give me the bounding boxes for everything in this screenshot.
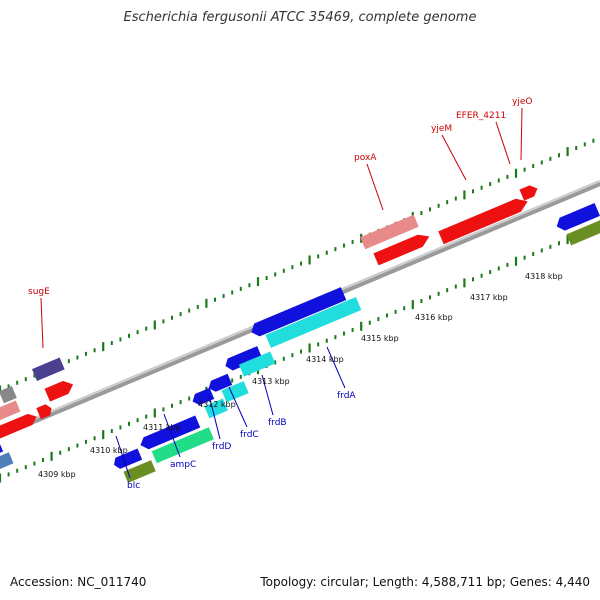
gene-label-frdD[interactable]: frdD bbox=[212, 442, 231, 452]
gene-blue-left[interactable] bbox=[112, 448, 143, 471]
leader-line bbox=[228, 386, 248, 428]
gene-olive-blc[interactable] bbox=[123, 460, 156, 483]
gene-grey-small[interactable] bbox=[0, 385, 17, 404]
tick-label: 4311 kbp bbox=[143, 423, 181, 432]
gene-blue-right[interactable] bbox=[554, 203, 600, 233]
reverse-gene-labels: blc ampC frdD frdC frdB frdA bbox=[115, 346, 356, 491]
tick-label: 4314 kbp bbox=[306, 355, 344, 364]
gene-frdB-cyan[interactable] bbox=[238, 351, 276, 377]
leader-line bbox=[441, 134, 467, 181]
leader-line bbox=[163, 413, 181, 458]
gene-label-EFER_4211[interactable]: EFER_4211 bbox=[456, 111, 506, 121]
gene-poxA-light[interactable] bbox=[360, 214, 419, 250]
gene-label-frdA[interactable]: frdA bbox=[337, 391, 356, 401]
gene-frdA-cyan[interactable] bbox=[265, 297, 362, 348]
leader-line bbox=[366, 163, 384, 211]
gene-label-ampC[interactable]: ampC bbox=[170, 460, 196, 470]
gene-blue-edge[interactable] bbox=[0, 440, 4, 458]
leader-line bbox=[495, 121, 511, 165]
tick-label: 4310 kbp bbox=[90, 446, 128, 455]
gene-red-left-2[interactable] bbox=[36, 403, 54, 420]
gene-blue-frdD[interactable] bbox=[190, 387, 215, 407]
gene-olive-right[interactable] bbox=[566, 218, 600, 246]
gene-yjeM[interactable] bbox=[438, 195, 530, 245]
gene-label-blc[interactable]: blc bbox=[127, 481, 140, 491]
forward-gene-labels: sugE poxA yjeM EFER_4211 yjeO bbox=[28, 97, 532, 349]
accession-text: Accession: NC_011740 bbox=[10, 575, 147, 589]
gene-frdD-cyan[interactable] bbox=[204, 398, 228, 419]
gene-red-sugE-adj[interactable] bbox=[44, 378, 76, 402]
gene-yjeO[interactable] bbox=[519, 183, 539, 201]
leader-line bbox=[115, 435, 131, 479]
forward-genes bbox=[0, 183, 539, 440]
genome-summary-text: Topology: circular; Length: 4,588,711 bp… bbox=[260, 575, 590, 589]
tick-label: 4313 kbp bbox=[252, 377, 290, 386]
gene-label-sugE[interactable]: sugE bbox=[28, 287, 50, 297]
gene-label-frdC[interactable]: frdC bbox=[240, 430, 259, 440]
tick-label: 4309 kbp bbox=[38, 470, 76, 479]
gene-poxA[interactable] bbox=[373, 231, 433, 266]
gene-red-left-1[interactable] bbox=[0, 411, 39, 440]
tick-labels: 4309 kbp 4310 kbp 4311 kbp 4312 kbp 4313 kbp… bbox=[38, 272, 563, 479]
gene-label-poxA[interactable]: poxA bbox=[354, 153, 377, 163]
genome-title: Escherichia fergusonii ATCC 35469, compl… bbox=[123, 10, 477, 25]
gene-frdC-cyan[interactable] bbox=[221, 381, 249, 403]
gene-label-frdB[interactable]: frdB bbox=[268, 418, 287, 428]
gene-purple[interactable] bbox=[31, 357, 65, 382]
reverse-genes bbox=[0, 203, 600, 483]
gene-steelblue-edge[interactable] bbox=[0, 452, 14, 472]
gene-label-yjeM[interactable]: yjeM bbox=[431, 124, 452, 134]
leader-line bbox=[208, 394, 221, 440]
gene-blue-frdA[interactable] bbox=[249, 287, 347, 339]
inner-tick-track bbox=[0, 226, 595, 483]
leader-line bbox=[520, 107, 523, 161]
tick-label: 4317 kbp bbox=[470, 293, 508, 302]
gene-label-yjeO[interactable]: yjeO bbox=[512, 97, 532, 107]
gene-ampC[interactable] bbox=[151, 427, 214, 464]
tick-label: 4316 kbp bbox=[415, 313, 453, 322]
leader-line bbox=[261, 374, 274, 416]
gene-blue-frdC[interactable] bbox=[206, 373, 233, 394]
leader-line bbox=[326, 346, 346, 389]
tick-label: 4318 kbp bbox=[525, 272, 563, 281]
gene-blue-frdB[interactable] bbox=[223, 346, 263, 372]
tick-label: 4315 kbp bbox=[361, 334, 399, 343]
tick-label: 4312 kbp bbox=[198, 400, 236, 409]
leader-line bbox=[40, 297, 44, 349]
outer-tick-track bbox=[0, 138, 595, 395]
gene-light-red-left[interactable] bbox=[0, 400, 21, 424]
